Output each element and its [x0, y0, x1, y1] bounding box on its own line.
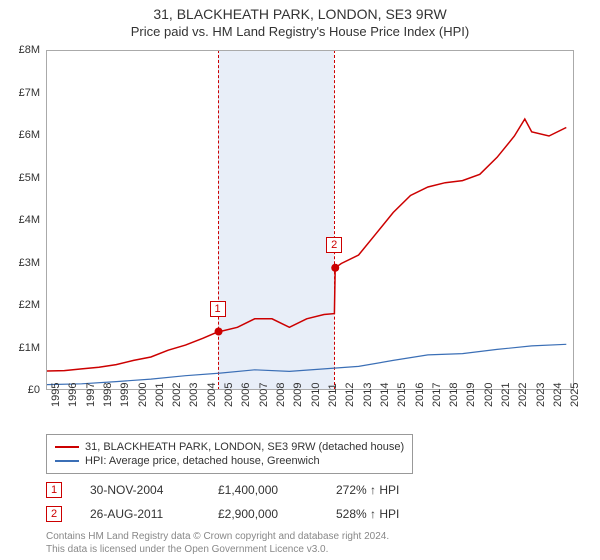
x-tick-label: 2004: [206, 383, 218, 407]
legend-label-hpi: HPI: Average price, detached house, Gree…: [85, 455, 320, 467]
x-tick-label: 2019: [465, 383, 477, 407]
y-tick-label: £2M: [4, 299, 40, 311]
x-tick-label: 2021: [500, 383, 512, 407]
legend-item-property: 31, BLACKHEATH PARK, LONDON, SE3 9RW (de…: [55, 441, 404, 453]
x-tick-label: 2012: [344, 383, 356, 407]
x-tick-label: 1997: [85, 383, 97, 407]
x-tick-label: 1995: [50, 383, 62, 407]
legend-label-property: 31, BLACKHEATH PARK, LONDON, SE3 9RW (de…: [85, 441, 404, 453]
y-tick-label: £8M: [4, 44, 40, 56]
disclaimer-line2: This data is licensed under the Open Gov…: [46, 543, 389, 556]
y-tick-label: £4M: [4, 214, 40, 226]
sale-date-1: 30-NOV-2004: [90, 483, 190, 497]
x-tick-label: 2024: [552, 383, 564, 407]
x-tick-label: 2017: [431, 383, 443, 407]
y-tick-label: £6M: [4, 129, 40, 141]
title-address: 31, BLACKHEATH PARK, LONDON, SE3 9RW: [0, 6, 600, 22]
x-tick-label: 2011: [327, 383, 339, 407]
x-tick-label: 2006: [240, 383, 252, 407]
plot-svg: [47, 51, 575, 391]
plot-marker-badge: 1: [210, 301, 226, 317]
x-tick-label: 2002: [171, 383, 183, 407]
x-tick-label: 1996: [67, 383, 79, 407]
legend-box: 31, BLACKHEATH PARK, LONDON, SE3 9RW (de…: [46, 434, 413, 474]
x-tick-label: 2025: [569, 383, 581, 407]
title-subtitle: Price paid vs. HM Land Registry's House …: [0, 24, 600, 39]
sale-row-2: 2 26-AUG-2011 £2,900,000 528% ↑ HPI: [46, 506, 399, 522]
x-tick-label: 2014: [379, 383, 391, 407]
plot-area: [46, 50, 574, 390]
x-tick-label: 2016: [414, 383, 426, 407]
x-tick-label: 2009: [292, 383, 304, 407]
x-tick-label: 1998: [102, 383, 114, 407]
y-tick-label: £5M: [4, 172, 40, 184]
y-tick-label: £0: [4, 384, 40, 396]
x-tick-label: 2001: [154, 383, 166, 407]
y-tick-label: £3M: [4, 257, 40, 269]
x-tick-label: 2020: [483, 383, 495, 407]
plot-marker-badge: 2: [326, 237, 342, 253]
sale-price-2: £2,900,000: [218, 507, 308, 521]
x-tick-label: 2022: [517, 383, 529, 407]
x-tick-label: 2015: [396, 383, 408, 407]
x-tick-label: 2005: [223, 383, 235, 407]
sale-row-1: 1 30-NOV-2004 £1,400,000 272% ↑ HPI: [46, 482, 399, 498]
x-tick-label: 2010: [310, 383, 322, 407]
title-block: 31, BLACKHEATH PARK, LONDON, SE3 9RW Pri…: [0, 0, 600, 39]
x-tick-label: 2003: [188, 383, 200, 407]
legend-swatch-hpi: [55, 460, 79, 462]
sale-date-2: 26-AUG-2011: [90, 507, 190, 521]
sale-price-1: £1,400,000: [218, 483, 308, 497]
sale-badge-2: 2: [46, 506, 62, 522]
sale-hpi-1: 272% ↑ HPI: [336, 483, 399, 497]
x-tick-label: 2013: [362, 383, 374, 407]
chart-container: 31, BLACKHEATH PARK, LONDON, SE3 9RW Pri…: [0, 0, 600, 560]
legend-swatch-property: [55, 446, 79, 448]
x-tick-label: 2018: [448, 383, 460, 407]
y-tick-label: £1M: [4, 342, 40, 354]
sale-hpi-2: 528% ↑ HPI: [336, 507, 399, 521]
sale-badge-1: 1: [46, 482, 62, 498]
disclaimer: Contains HM Land Registry data © Crown c…: [46, 530, 389, 556]
x-tick-label: 2007: [258, 383, 270, 407]
y-tick-label: £7M: [4, 87, 40, 99]
x-tick-label: 2000: [137, 383, 149, 407]
x-tick-label: 1999: [119, 383, 131, 407]
legend-item-hpi: HPI: Average price, detached house, Gree…: [55, 455, 404, 467]
disclaimer-line1: Contains HM Land Registry data © Crown c…: [46, 530, 389, 543]
x-tick-label: 2008: [275, 383, 287, 407]
x-tick-label: 2023: [535, 383, 547, 407]
